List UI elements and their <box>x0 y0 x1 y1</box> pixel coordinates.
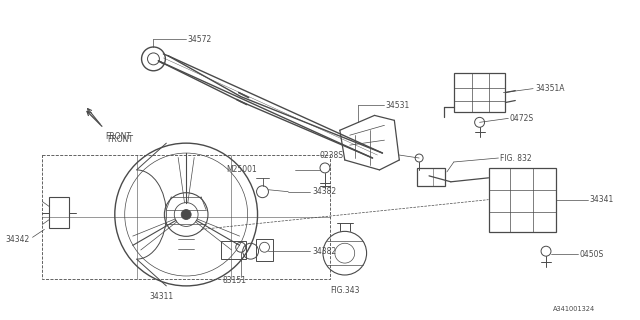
Text: 34382: 34382 <box>312 247 336 256</box>
Bar <box>49 197 69 228</box>
Text: 0472S: 0472S <box>509 114 534 123</box>
Text: FIG.343: FIG.343 <box>330 286 360 295</box>
Text: 34311: 34311 <box>149 292 173 301</box>
Bar <box>221 241 246 259</box>
Circle shape <box>181 210 191 220</box>
Text: 34341: 34341 <box>589 195 614 204</box>
Bar <box>417 168 445 186</box>
Text: FRONT: FRONT <box>105 132 131 141</box>
Text: 34531: 34531 <box>385 101 410 110</box>
Bar <box>488 168 556 232</box>
Text: A341001324: A341001324 <box>553 306 595 312</box>
Text: 34382: 34382 <box>312 187 336 196</box>
Text: 0450S: 0450S <box>580 250 604 259</box>
Text: 34342: 34342 <box>6 235 30 244</box>
Text: 83151: 83151 <box>223 276 247 285</box>
Text: M25001: M25001 <box>226 165 257 174</box>
Text: 34351A: 34351A <box>535 84 564 93</box>
Text: 34572: 34572 <box>187 35 211 44</box>
Bar <box>255 239 273 261</box>
Bar <box>454 73 506 112</box>
Text: 0238S: 0238S <box>320 150 344 160</box>
Text: FRONT: FRONT <box>107 135 133 144</box>
Text: FIG. 832: FIG. 832 <box>500 154 532 163</box>
Bar <box>42 155 330 279</box>
